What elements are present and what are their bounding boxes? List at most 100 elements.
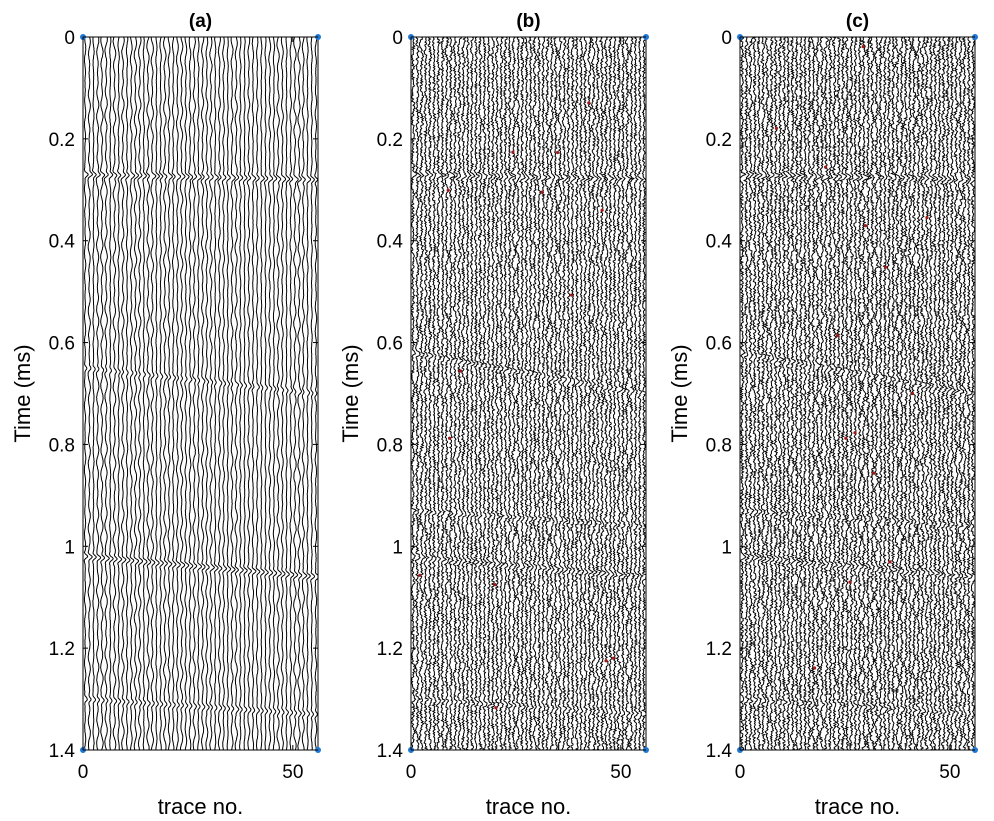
trace — [965, 37, 974, 750]
trace — [502, 37, 510, 750]
trace — [868, 37, 877, 750]
trace — [272, 37, 278, 750]
trace — [204, 37, 210, 750]
trace — [885, 37, 894, 750]
trace — [838, 37, 848, 750]
x-axis-label: trace no. — [815, 794, 901, 819]
x-tick-label: 50 — [282, 762, 303, 783]
y-tick-label: 1 — [64, 537, 75, 558]
trace — [485, 37, 494, 750]
trace — [200, 37, 206, 750]
noise-point — [925, 216, 929, 220]
trace — [781, 37, 790, 750]
trace — [91, 37, 97, 750]
trace — [87, 37, 94, 750]
y-tick-label: 1.4 — [706, 741, 733, 762]
trace — [460, 37, 468, 750]
trace — [882, 37, 890, 750]
x-tick-label: 50 — [939, 762, 960, 783]
noise-point — [511, 150, 515, 154]
noise-point — [611, 656, 616, 660]
trace — [890, 37, 898, 750]
y-tick-label: 0.2 — [49, 130, 75, 151]
x-axis-label: trace no. — [158, 794, 244, 819]
trace — [197, 37, 203, 750]
trace — [280, 37, 287, 750]
y-tick-label: 0.4 — [49, 232, 76, 253]
trace — [893, 37, 904, 750]
trace — [623, 37, 634, 750]
trace — [531, 37, 539, 750]
trace — [159, 37, 164, 750]
trace — [301, 37, 308, 750]
axes-box — [739, 36, 976, 751]
noise-point — [888, 560, 892, 564]
trace — [752, 37, 760, 750]
traces — [83, 37, 318, 750]
trace — [826, 37, 835, 750]
noise-point — [556, 150, 560, 155]
trace — [831, 37, 839, 750]
y-tick-label: 0.6 — [377, 334, 403, 355]
trace — [179, 37, 186, 750]
trace — [221, 37, 228, 750]
y-tick-label: 1.2 — [706, 639, 732, 660]
trace — [561, 37, 569, 750]
trace — [569, 37, 577, 750]
trace — [117, 37, 123, 750]
trace — [637, 37, 645, 750]
trace — [469, 37, 476, 750]
trace — [810, 37, 818, 750]
axes-box — [410, 36, 647, 751]
trace — [285, 37, 290, 750]
trace — [494, 37, 502, 750]
trace — [275, 37, 282, 750]
y-tick-label: 0.8 — [49, 435, 75, 456]
trace — [431, 37, 437, 750]
trace — [208, 37, 215, 750]
trace — [103, 37, 110, 750]
trace — [184, 37, 190, 750]
trace — [490, 37, 498, 750]
noise-point — [883, 265, 888, 269]
y-tick-label: 0.6 — [706, 334, 732, 355]
trace — [514, 37, 523, 750]
trace — [306, 37, 312, 750]
noise-point — [600, 208, 604, 212]
noise-point — [418, 573, 422, 577]
panel-0: 00.20.40.60.811.21.40 50(a)trace no.Time … — [10, 11, 321, 819]
trace — [162, 37, 168, 750]
trace — [952, 37, 961, 750]
trace — [154, 37, 160, 750]
trace — [112, 37, 118, 750]
y-tick-label: 0.4 — [377, 232, 404, 253]
trace — [785, 37, 793, 750]
trace — [931, 37, 940, 750]
x-tick-label: 0 — [78, 762, 89, 783]
trace — [969, 37, 975, 750]
trace — [793, 37, 802, 750]
trace — [598, 37, 607, 750]
panel-title: (c) — [846, 11, 869, 32]
trace — [577, 37, 586, 750]
trace — [465, 37, 472, 750]
trace — [167, 37, 173, 750]
trace — [822, 37, 831, 750]
trace — [615, 37, 624, 750]
trace — [641, 37, 646, 750]
trace — [414, 37, 422, 750]
trace — [435, 37, 443, 750]
trace — [898, 37, 906, 750]
trace — [544, 37, 552, 750]
trace — [801, 37, 809, 750]
noise-point — [448, 436, 452, 440]
trace — [171, 37, 177, 750]
noise-point — [863, 224, 868, 228]
trace — [417, 37, 427, 750]
noise-point — [861, 45, 865, 49]
trace — [142, 37, 148, 750]
trace — [120, 37, 127, 750]
noise-point — [910, 391, 915, 396]
trace — [146, 37, 152, 750]
